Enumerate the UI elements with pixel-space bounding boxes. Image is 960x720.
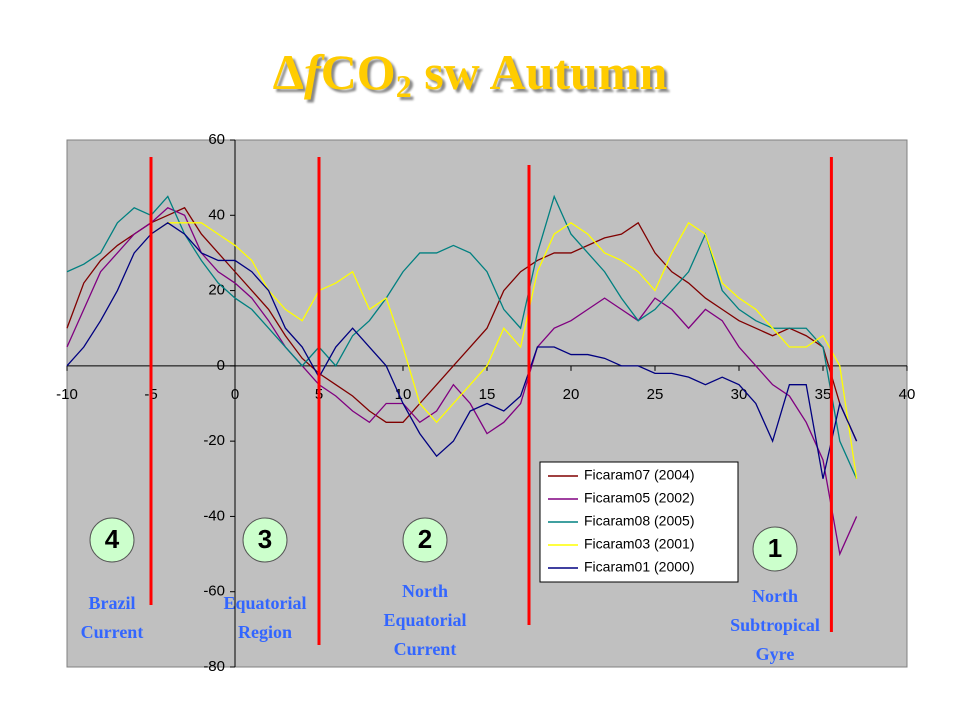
legend-label: Ficaram05 (2002) [584, 490, 695, 506]
x-tick-label: 40 [899, 386, 916, 403]
region-number: 4 [105, 524, 120, 554]
y-tick-label: -80 [203, 658, 225, 675]
title-co: CO [321, 44, 396, 100]
title-sub: 2 [396, 68, 412, 104]
region-label: Current [394, 639, 457, 659]
title-rest: sw Autumn [412, 44, 668, 100]
x-tick-label: 10 [395, 386, 412, 403]
x-tick-label: 15 [479, 386, 496, 403]
region-badge [242, 517, 288, 563]
series-line [66, 206, 858, 442]
region-label: Region [238, 622, 292, 642]
region-label: Equatorial [383, 610, 466, 630]
y-tick-label: 20 [208, 282, 225, 299]
y-tick-label: 0 [217, 357, 225, 374]
y-tick-label: -60 [203, 583, 225, 600]
x-tick-label: 25 [647, 386, 664, 403]
y-tick-label: 40 [208, 206, 225, 223]
x-tick-label: 35 [815, 386, 832, 403]
legend-label: Ficaram03 (2001) [584, 536, 695, 552]
series-line [66, 222, 858, 479]
y-tick-label: -40 [203, 507, 225, 524]
series-line [66, 194, 858, 480]
region-label: Gyre [756, 644, 795, 664]
region-label: North [402, 581, 448, 601]
region-number: 3 [258, 524, 272, 554]
slide-title: ΔfCO2 sw Autumn [273, 44, 668, 104]
legend-label: Ficaram07 (2004) [584, 467, 695, 483]
x-tick-label: -10 [56, 386, 78, 403]
region-number: 1 [768, 533, 782, 563]
region-label: Brazil [89, 593, 136, 613]
region-label: Subtropical [730, 615, 820, 635]
title-delta: Δ [273, 44, 304, 100]
region-label: North [752, 586, 798, 606]
region-badge [402, 517, 448, 563]
legend-label: Ficaram08 (2005) [584, 513, 695, 529]
region-label: Current [81, 622, 144, 642]
legend-label: Ficaram01 (2000) [584, 559, 695, 575]
x-tick-label: 30 [731, 386, 748, 403]
region-label: Equatorial [223, 593, 306, 613]
region-badge [752, 526, 798, 572]
x-tick-label: 20 [563, 386, 580, 403]
title-f: f [304, 44, 325, 100]
x-tick-label: 0 [231, 386, 239, 403]
y-tick-label: 60 [208, 131, 225, 148]
region-number: 2 [418, 524, 432, 554]
region-badge [89, 517, 135, 563]
y-tick-label: -20 [203, 432, 225, 449]
